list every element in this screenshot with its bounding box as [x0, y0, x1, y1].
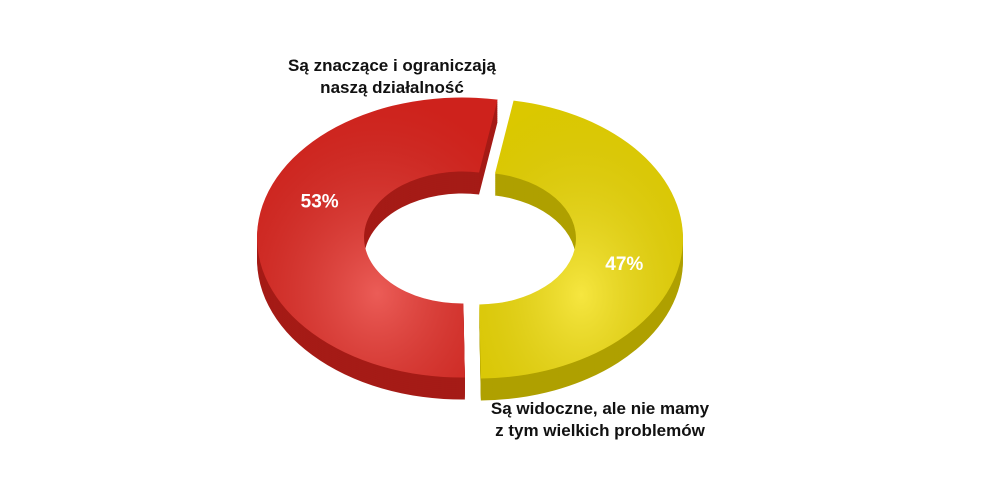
slice-shine — [257, 97, 498, 378]
slice-shine — [479, 100, 683, 379]
category-label: Są znaczące i ograniczają naszą działaln… — [288, 56, 496, 97]
value-label: 47% — [605, 254, 643, 275]
category-label: Są widoczne, ale nie mamy z tym wielkich… — [490, 399, 710, 440]
value-label: 53% — [301, 191, 339, 212]
